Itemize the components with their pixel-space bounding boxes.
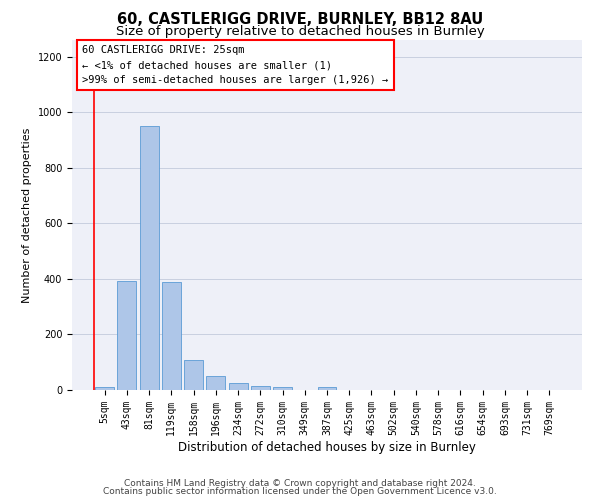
Text: Size of property relative to detached houses in Burnley: Size of property relative to detached ho…: [116, 25, 484, 38]
X-axis label: Distribution of detached houses by size in Burnley: Distribution of detached houses by size …: [178, 440, 476, 454]
Text: 60, CASTLERIGG DRIVE, BURNLEY, BB12 8AU: 60, CASTLERIGG DRIVE, BURNLEY, BB12 8AU: [117, 12, 483, 28]
Y-axis label: Number of detached properties: Number of detached properties: [22, 128, 32, 302]
Bar: [273, 386, 292, 390]
Bar: [184, 360, 203, 390]
Text: Contains public sector information licensed under the Open Government Licence v3: Contains public sector information licen…: [103, 487, 497, 496]
Bar: [118, 281, 136, 390]
Bar: [317, 387, 337, 390]
Bar: [140, 126, 158, 390]
Bar: [229, 383, 248, 390]
Bar: [251, 386, 270, 390]
Bar: [206, 376, 225, 390]
Text: 60 CASTLERIGG DRIVE: 25sqm
← <1% of detached houses are smaller (1)
>99% of semi: 60 CASTLERIGG DRIVE: 25sqm ← <1% of deta…: [82, 46, 388, 85]
Text: Contains HM Land Registry data © Crown copyright and database right 2024.: Contains HM Land Registry data © Crown c…: [124, 478, 476, 488]
Bar: [95, 386, 114, 390]
Bar: [162, 282, 181, 390]
